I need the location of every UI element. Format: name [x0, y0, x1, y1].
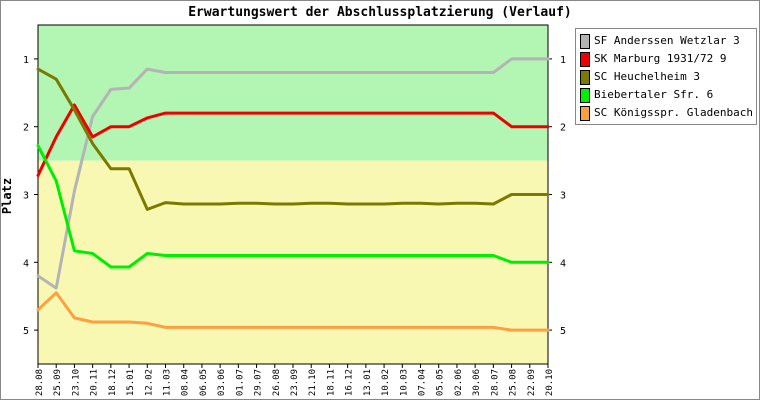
x-tick-label: 20.10 — [545, 369, 555, 396]
series-line-2 — [36, 103, 550, 177]
y-tick-label-left: 4 — [23, 258, 29, 269]
background-band-1 — [38, 25, 548, 161]
legend-label: SK Marburg 1931/72 9 — [594, 52, 727, 65]
x-tick-label: 18.11 — [326, 369, 336, 396]
series-line-4 — [36, 144, 550, 269]
x-tick-label: 28.07 — [490, 369, 500, 396]
x-tick-label: 01.07 — [235, 369, 245, 396]
legend-item: SF Anderssen Wetzlar 3 — [580, 33, 755, 49]
x-tick-label: 16.12 — [345, 369, 355, 396]
y-tick-label-right: 5 — [560, 326, 566, 337]
legend-swatch — [580, 88, 590, 103]
series-line-5 — [36, 291, 550, 332]
legend: SF Anderssen Wetzlar 3 SK Marburg 1931/72… — [575, 28, 760, 125]
legend-item: SC Heuchelheim 3 — [580, 69, 755, 85]
x-tick-label: 10.02 — [381, 369, 391, 396]
x-tick-label: 18.12 — [108, 369, 118, 396]
x-tick-label: 20.11 — [90, 369, 100, 396]
legend-swatch — [580, 52, 590, 67]
x-tick-label: 23.10 — [71, 369, 81, 396]
legend-swatch — [580, 34, 590, 49]
y-tick-label-left: 3 — [23, 191, 29, 202]
y-tick-label-right: 1 — [560, 55, 566, 66]
series-line-1 — [36, 57, 550, 290]
x-tick-label: 12.02 — [144, 369, 154, 396]
y-tick-label-left: 5 — [23, 326, 29, 337]
x-tick-label: 06.05 — [199, 369, 209, 396]
x-tick-label: 21.10 — [308, 369, 318, 396]
x-tick-label: 26.08 — [272, 369, 282, 396]
x-tick-label: 11.03 — [163, 369, 173, 396]
chart-title: Erwartungswert der Abschlussplatzierung … — [188, 5, 572, 20]
x-tick-label: 02.06 — [454, 369, 464, 396]
x-tick-label: 25.08 — [509, 369, 519, 396]
legend-item: SC Königsspr. Gladenbach 3 — [580, 105, 760, 121]
x-tick-label: 29.07 — [254, 369, 264, 396]
series-line-3 — [36, 67, 550, 211]
x-tick-label: 28.08 — [35, 369, 45, 396]
y-tick-label-left: 2 — [23, 123, 29, 134]
x-tick-label: 05.05 — [436, 369, 446, 396]
legend-label: SC Königsspr. Gladenbach 3 — [594, 106, 760, 119]
x-tick-label: 25.09 — [53, 369, 63, 396]
legend-swatch — [580, 70, 590, 85]
x-tick-label: 13.01 — [363, 369, 373, 396]
x-tick-label: 10.03 — [399, 369, 409, 396]
y-tick-label-left: 1 — [23, 55, 29, 66]
legend-item: Biebertaler Sfr. 6 — [580, 87, 755, 103]
x-tick-label: 07.04 — [418, 369, 428, 396]
x-tick-label: 15.01 — [126, 369, 136, 396]
legend-label: SC Heuchelheim 3 — [594, 70, 700, 83]
y-tick-label-right: 2 — [560, 123, 566, 134]
legend-swatch — [580, 106, 590, 121]
x-tick-label: 23.09 — [290, 369, 300, 396]
background-band-2 — [38, 160, 548, 364]
x-tick-label: 03.06 — [217, 369, 227, 396]
y-tick-label-right: 4 — [560, 258, 566, 269]
x-tick-label: 30.06 — [472, 369, 482, 396]
legend-item: SK Marburg 1931/72 9 — [580, 51, 755, 67]
x-tick-label: 22.09 — [527, 369, 537, 396]
x-tick-label: 08.04 — [181, 369, 191, 396]
y-axis-title: Platz — [0, 177, 14, 215]
legend-label: SF Anderssen Wetzlar 3 — [594, 34, 740, 47]
y-tick-label-right: 3 — [560, 191, 566, 202]
legend-label: Biebertaler Sfr. 6 — [594, 88, 714, 101]
